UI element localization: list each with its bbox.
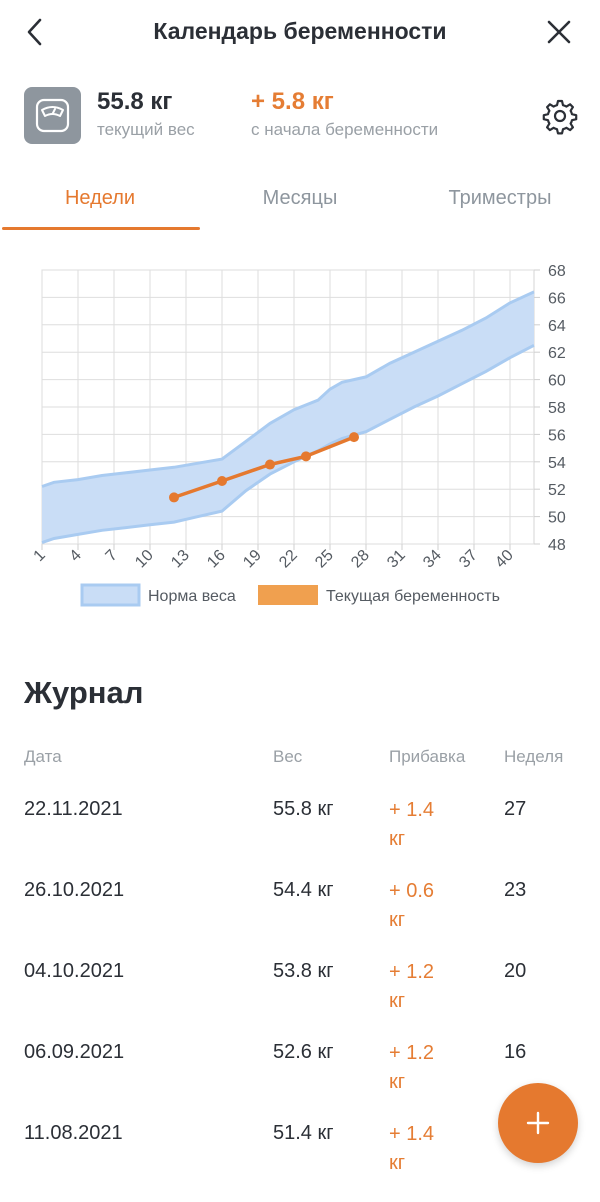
row-weight: 52.6 кг bbox=[273, 1041, 334, 1063]
y-tick-label: 64 bbox=[548, 318, 566, 335]
tab-trimesters[interactable]: Триместры bbox=[448, 187, 552, 209]
row-gain: + 1.2 кг bbox=[389, 958, 434, 1016]
table-row[interactable]: 22.11.2021 55.8 кг + 1.4 кг 27 bbox=[0, 798, 600, 878]
y-tick-label: 68 bbox=[548, 263, 566, 280]
row-weight: 55.8 кг bbox=[273, 798, 334, 820]
chevron-left-icon bbox=[27, 18, 42, 46]
x-tick-label: 40 bbox=[492, 547, 517, 572]
x-tick-label: 25 bbox=[312, 547, 337, 572]
row-gain-unit: кг bbox=[389, 828, 406, 850]
current-weight-point bbox=[217, 475, 227, 486]
active-tab-indicator bbox=[2, 227, 200, 230]
table-row[interactable]: 04.10.2021 53.8 кг + 1.2 кг 20 bbox=[0, 960, 600, 1040]
scale-icon bbox=[35, 98, 70, 133]
norm-band-upper-line bbox=[41, 290, 535, 488]
row-gain: + 1.2 кг bbox=[389, 1039, 434, 1097]
weight-gain-label: с начала беременности bbox=[251, 120, 439, 139]
current-weight-point bbox=[301, 451, 311, 462]
x-tick-label: 13 bbox=[168, 547, 193, 572]
row-gain-value: + 1.2 bbox=[389, 961, 435, 983]
column-header-week: Неделя bbox=[504, 747, 564, 766]
x-tick-label: 37 bbox=[456, 547, 481, 572]
x-tick-label: 34 bbox=[420, 547, 445, 572]
y-tick-label: 52 bbox=[548, 482, 566, 499]
row-gain: + 1.4 кг bbox=[389, 1120, 434, 1178]
weight-chart: 48 50 52 54 56 58 60 62 64 66 68 1 4 7 10 13 16 19 22 25 28 3… bbox=[0, 250, 600, 630]
row-weight: 53.8 кг bbox=[273, 960, 334, 982]
row-gain: + 0.6 кг bbox=[389, 877, 434, 935]
row-weight: 54.4 кг bbox=[273, 879, 334, 901]
current-weight-label: текущий вес bbox=[97, 120, 195, 139]
row-gain-value: + 0.6 bbox=[389, 880, 435, 902]
row-week: 20 bbox=[504, 960, 527, 982]
back-button[interactable] bbox=[18, 14, 54, 50]
column-header-weight: Вес bbox=[273, 747, 303, 766]
x-tick-label: 7 bbox=[103, 547, 121, 565]
gear-icon bbox=[542, 99, 578, 135]
x-tick-label: 10 bbox=[132, 547, 157, 572]
row-date: 11.08.2021 bbox=[24, 1122, 123, 1144]
x-tick-label: 4 bbox=[67, 547, 85, 565]
row-date: 06.09.2021 bbox=[24, 1041, 125, 1063]
row-gain-unit: кг bbox=[389, 1071, 406, 1093]
y-tick-label: 50 bbox=[548, 510, 566, 527]
plus-icon bbox=[526, 1111, 550, 1135]
legend-label-current: Текущая беременность bbox=[326, 588, 500, 605]
y-tick-label: 56 bbox=[548, 427, 566, 444]
tab-weeks[interactable]: Недели bbox=[64, 187, 136, 209]
x-tick-label: 16 bbox=[204, 547, 229, 572]
row-gain-unit: кг bbox=[389, 909, 406, 931]
row-week: 23 bbox=[504, 879, 527, 901]
row-weight: 51.4 кг bbox=[273, 1122, 334, 1144]
x-tick-label: 19 bbox=[240, 547, 265, 572]
row-date: 04.10.2021 bbox=[24, 960, 125, 982]
x-tick-label: 22 bbox=[276, 547, 301, 572]
row-date: 26.10.2021 bbox=[24, 879, 125, 901]
row-gain-value: + 1.2 bbox=[389, 1042, 435, 1064]
norm-band-lower-line bbox=[41, 343, 535, 545]
x-tick-label: 1 bbox=[31, 547, 49, 565]
legend-swatch-norm bbox=[80, 583, 141, 607]
legend-swatch-current bbox=[258, 585, 318, 605]
close-button[interactable] bbox=[541, 14, 577, 50]
row-gain-value: + 1.4 bbox=[389, 1123, 435, 1145]
row-gain-value: + 1.4 bbox=[389, 799, 435, 821]
table-row[interactable]: 11.08.2021 51.4 кг + 1.4 кг bbox=[0, 1122, 600, 1202]
current-weight-point bbox=[169, 492, 179, 503]
column-header-gain: Прибавка bbox=[389, 747, 466, 766]
row-week: 16 bbox=[504, 1041, 527, 1063]
settings-button[interactable] bbox=[541, 97, 579, 135]
column-header-date: Дата bbox=[24, 747, 62, 766]
weight-gain-value: + 5.8 кг bbox=[251, 88, 334, 115]
close-icon bbox=[547, 20, 571, 44]
row-gain-unit: кг bbox=[389, 990, 406, 1012]
x-tick-label: 31 bbox=[384, 547, 409, 572]
row-date: 22.11.2021 bbox=[24, 798, 123, 820]
scale-tile bbox=[24, 87, 81, 144]
page-title: Календарь беременности bbox=[153, 18, 447, 44]
y-tick-label: 58 bbox=[548, 400, 566, 417]
table-row[interactable]: 06.09.2021 52.6 кг + 1.2 кг 16 bbox=[0, 1041, 600, 1121]
y-tick-label: 60 bbox=[548, 373, 566, 390]
x-tick-label: 28 bbox=[348, 547, 373, 572]
weight-chart-svg: 48 50 52 54 56 58 60 62 64 66 68 1 4 7 10 13 16 19 22 25 28 3… bbox=[31, 263, 566, 607]
period-tabs: Недели Месяцы Триместры bbox=[0, 170, 600, 232]
y-tick-label: 54 bbox=[548, 455, 566, 472]
current-weight-point bbox=[265, 459, 275, 470]
journal-title: Журнал bbox=[24, 675, 144, 710]
row-week: 27 bbox=[504, 798, 527, 820]
tab-months[interactable]: Месяцы bbox=[262, 187, 338, 209]
legend-label-norm: Норма веса bbox=[148, 588, 236, 605]
current-weight-point bbox=[349, 432, 359, 443]
add-entry-button[interactable] bbox=[498, 1083, 578, 1163]
y-tick-label: 62 bbox=[548, 345, 566, 362]
row-gain-unit: кг bbox=[389, 1152, 406, 1174]
app-header: Календарь беременности bbox=[0, 0, 600, 64]
current-weight-value: 55.8 кг bbox=[97, 88, 173, 115]
weight-summary: 55.8 кг текущий вес + 5.8 кг с начала бе… bbox=[0, 80, 600, 150]
row-gain: + 1.4 кг bbox=[389, 796, 434, 854]
table-row[interactable]: 26.10.2021 54.4 кг + 0.6 кг 23 bbox=[0, 879, 600, 959]
y-tick-label: 66 bbox=[548, 290, 566, 307]
y-tick-label: 48 bbox=[548, 537, 566, 554]
